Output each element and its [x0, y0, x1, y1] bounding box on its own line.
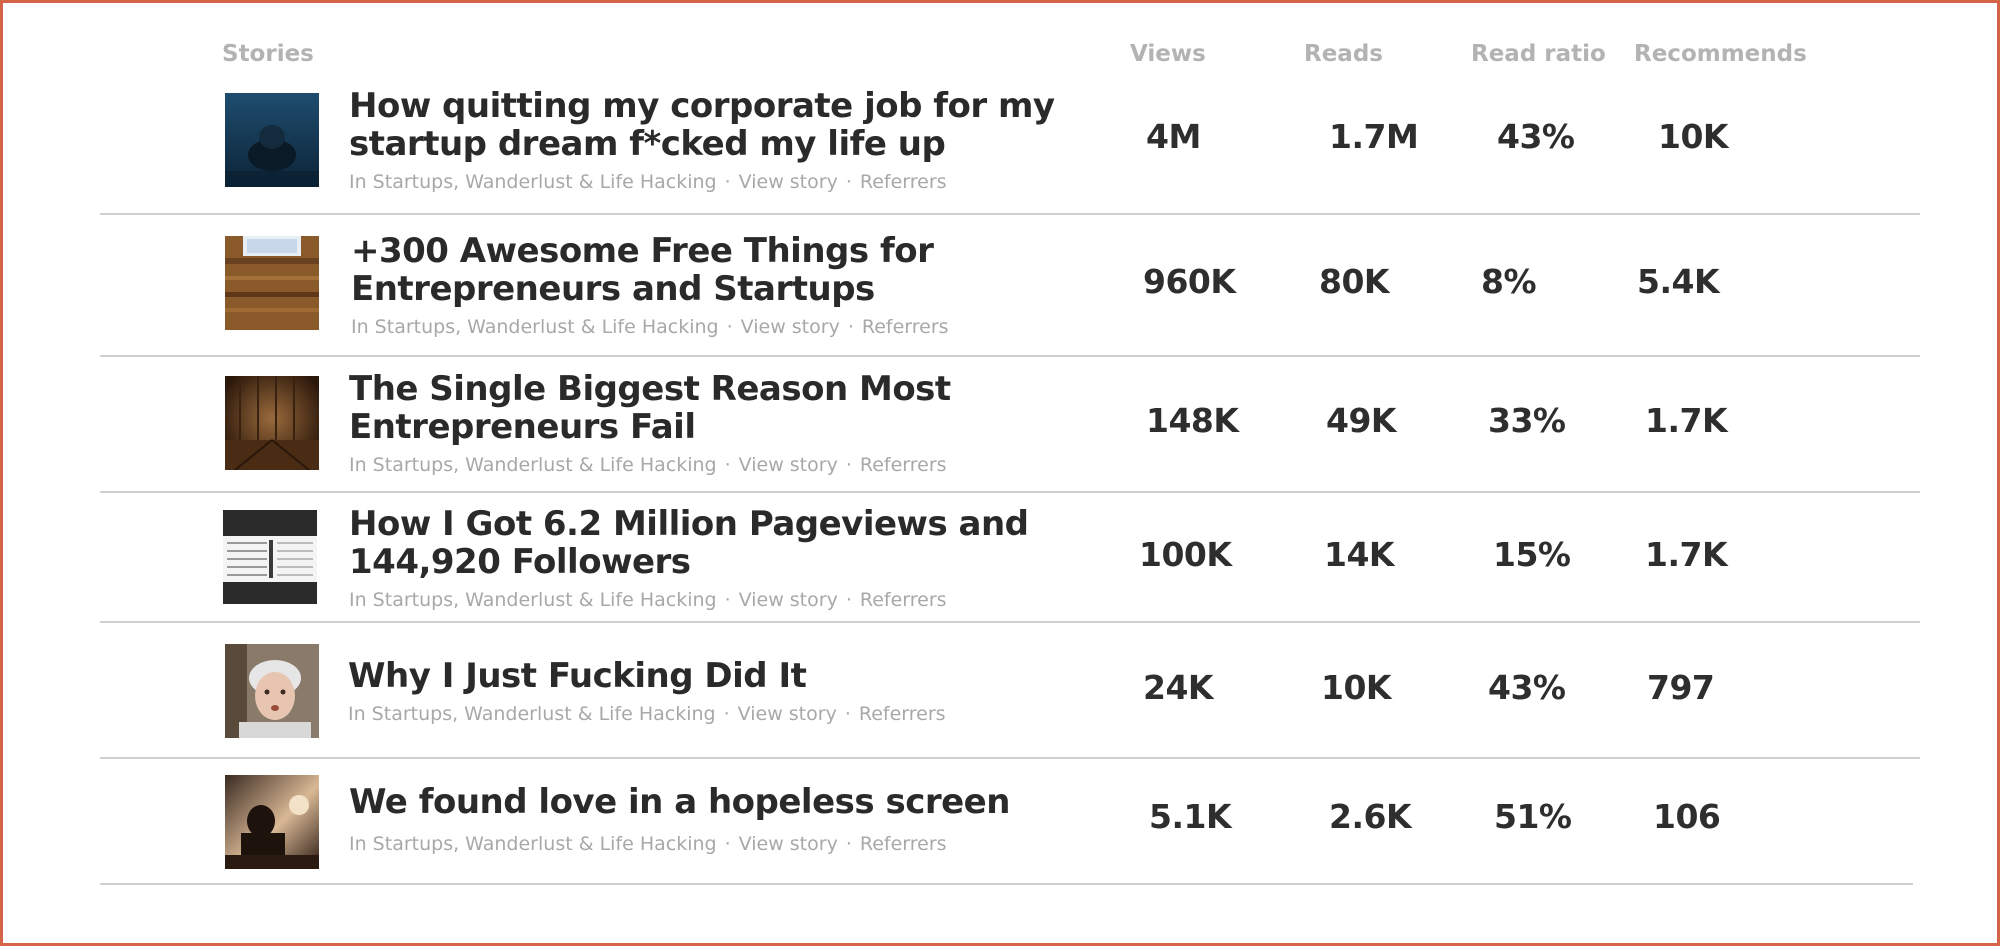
reads-value: 2.6K [1329, 797, 1412, 836]
header-recommends: Recommends [1634, 41, 1807, 67]
table-row: Why I Just Fucking Did It In Startups, W… [100, 623, 1920, 759]
reads-value: 1.7M [1329, 117, 1419, 156]
sunset-silhouette-image[interactable] [225, 775, 319, 869]
story-title[interactable]: The Single Biggest Reason Most Entrepren… [349, 369, 951, 447]
referrers-link[interactable]: Referrers [859, 454, 947, 476]
stats-screenshot-image[interactable] [223, 510, 317, 604]
table-row: The Single Biggest Reason Most Entrepren… [100, 357, 1920, 493]
publication-link[interactable]: In Startups, Wanderlust & Life Hacking [349, 171, 717, 193]
views-value: 100K [1139, 535, 1232, 574]
table-row: We found love in a hopeless screen In St… [100, 759, 1913, 885]
wooden-desk-laptop-image[interactable] [225, 236, 319, 330]
recommends-value: 1.7K [1645, 535, 1728, 574]
table-header: Stories Views Reads Read ratio Recommend… [3, 41, 1997, 73]
read-ratio-value: 33% [1488, 401, 1566, 440]
read-ratio-value: 8% [1481, 262, 1537, 301]
header-stories: Stories [222, 41, 314, 67]
read-ratio-value: 51% [1494, 797, 1572, 836]
story-meta: In Startups, Wanderlust & Life Hacking · V… [351, 316, 949, 338]
publication-link[interactable]: In Startups, Wanderlust & Life Hacking [349, 454, 717, 476]
publication-link[interactable]: In Startups, Wanderlust & Life Hacking [349, 589, 717, 611]
story-meta: In Startups, Wanderlust & Life Hacking · V… [349, 589, 947, 611]
header-reads: Reads [1304, 41, 1383, 67]
read-ratio-value: 15% [1493, 535, 1571, 574]
recommends-value: 1.7K [1645, 401, 1728, 440]
referrers-link[interactable]: Referrers [858, 703, 946, 725]
elderly-woman-face-image[interactable] [225, 644, 319, 738]
header-views: Views [1130, 41, 1206, 67]
views-value: 4M [1146, 117, 1201, 156]
publication-link[interactable]: In Startups, Wanderlust & Life Hacking [349, 833, 717, 855]
recommends-value: 10K [1658, 117, 1729, 156]
recommends-value: 5.4K [1637, 262, 1720, 301]
views-value: 960K [1143, 262, 1236, 301]
referrers-link[interactable]: Referrers [861, 316, 949, 338]
header-read-ratio: Read ratio [1471, 41, 1606, 67]
recommends-value: 797 [1647, 668, 1715, 707]
read-ratio-value: 43% [1497, 117, 1575, 156]
story-meta: In Startups, Wanderlust & Life Hacking · V… [348, 703, 946, 725]
publication-link[interactable]: In Startups, Wanderlust & Life Hacking [348, 703, 716, 725]
wooden-room-image[interactable] [225, 376, 319, 470]
view-story-link[interactable]: View story [740, 316, 840, 338]
publication-link[interactable]: In Startups, Wanderlust & Life Hacking [351, 316, 719, 338]
read-ratio-value: 43% [1488, 668, 1566, 707]
underwater-person-image[interactable] [225, 93, 319, 187]
story-title[interactable]: How I Got 6.2 Million Pageviews and 144,… [349, 504, 1029, 582]
view-story-link[interactable]: View story [738, 589, 838, 611]
referrers-link[interactable]: Referrers [859, 171, 947, 193]
reads-value: 80K [1319, 262, 1390, 301]
reads-value: 49K [1326, 401, 1397, 440]
views-value: 148K [1146, 401, 1239, 440]
view-story-link[interactable]: View story [738, 171, 838, 193]
recommends-value: 106 [1653, 797, 1721, 836]
table-row: How I Got 6.2 Million Pageviews and 144,… [100, 493, 1920, 623]
reads-value: 10K [1321, 668, 1392, 707]
referrers-link[interactable]: Referrers [859, 589, 947, 611]
reads-value: 14K [1324, 535, 1395, 574]
views-value: 24K [1143, 668, 1214, 707]
story-title[interactable]: How quitting my corporate job for my sta… [349, 86, 1055, 164]
story-title[interactable]: Why I Just Fucking Did It [348, 656, 807, 696]
table-row: +300 Awesome Free Things for Entrepreneu… [100, 215, 1920, 357]
view-story-link[interactable]: View story [738, 454, 838, 476]
story-title[interactable]: We found love in a hopeless screen [349, 782, 1010, 822]
table-row: How quitting my corporate job for my sta… [100, 73, 1920, 215]
referrers-link[interactable]: Referrers [859, 833, 947, 855]
story-meta: In Startups, Wanderlust & Life Hacking · V… [349, 833, 947, 855]
view-story-link[interactable]: View story [737, 703, 837, 725]
views-value: 5.1K [1149, 797, 1232, 836]
view-story-link[interactable]: View story [738, 833, 838, 855]
story-title[interactable]: +300 Awesome Free Things for Entrepreneu… [351, 231, 934, 309]
story-meta: In Startups, Wanderlust & Life Hacking · V… [349, 454, 947, 476]
story-meta: In Startups, Wanderlust & Life Hacking · V… [349, 171, 947, 193]
